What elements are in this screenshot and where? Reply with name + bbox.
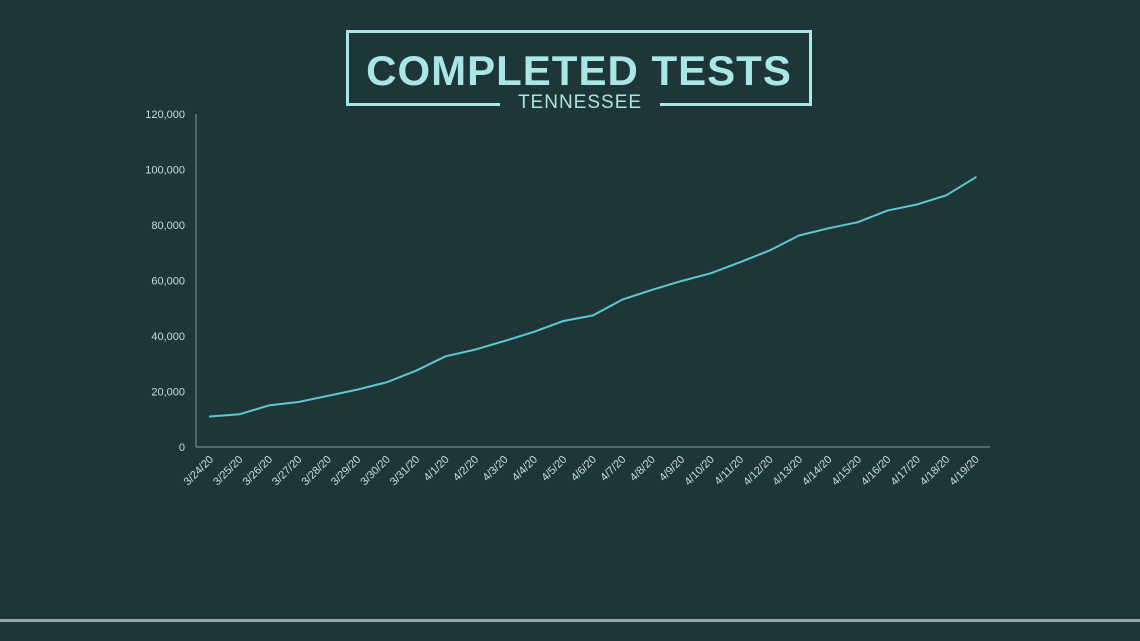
x-tick-label: 4/3/20 — [481, 454, 511, 484]
chart-subtitle: TENNESSEE — [500, 92, 660, 114]
x-tick-label: 4/19/20 — [947, 454, 981, 488]
y-tick-label: 60,000 — [151, 276, 185, 288]
series-line — [209, 176, 977, 418]
x-tick-label: 4/16/20 — [859, 454, 893, 488]
x-tick-label: 4/15/20 — [830, 454, 864, 488]
chart-title: COMPLETED TESTS — [366, 47, 792, 94]
x-tick-label: 4/4/20 — [510, 454, 540, 484]
x-tick-label: 3/29/20 — [329, 454, 363, 488]
x-tick-label: 4/17/20 — [888, 454, 922, 488]
x-tick-label: 3/27/20 — [270, 454, 304, 488]
x-tick-label: 4/14/20 — [800, 454, 834, 488]
x-tick-label: 4/18/20 — [918, 454, 952, 488]
x-tick-label: 4/10/20 — [682, 454, 716, 488]
bottom-divider — [0, 619, 1140, 622]
y-tick-label: 120,000 — [145, 109, 185, 121]
x-tick-label: 4/12/20 — [741, 454, 775, 488]
x-tick-label: 4/11/20 — [712, 454, 746, 488]
x-tick-label: 4/8/20 — [628, 454, 658, 484]
x-tick-label: 4/2/20 — [451, 454, 481, 484]
x-tick-label: 3/30/20 — [358, 454, 392, 488]
y-tick-label: 100,000 — [145, 165, 185, 177]
y-tick-label: 40,000 — [151, 331, 185, 343]
x-tick-label: 4/6/20 — [569, 454, 599, 484]
x-tick-label: 4/7/20 — [598, 454, 628, 484]
y-tick-label: 20,000 — [151, 387, 185, 399]
x-tick-label: 3/31/20 — [388, 454, 422, 488]
x-tick-label: 4/5/20 — [539, 454, 569, 484]
x-tick-label: 4/13/20 — [771, 454, 805, 488]
x-tick-label: 3/25/20 — [211, 454, 245, 488]
x-tick-label: 3/26/20 — [241, 454, 275, 488]
x-tick-label: 4/1/20 — [422, 454, 452, 484]
x-tick-label: 3/24/20 — [182, 454, 216, 488]
x-tick-label: 3/28/20 — [299, 454, 333, 488]
y-tick-label: 80,000 — [151, 220, 185, 232]
y-tick-label: 0 — [179, 442, 185, 454]
